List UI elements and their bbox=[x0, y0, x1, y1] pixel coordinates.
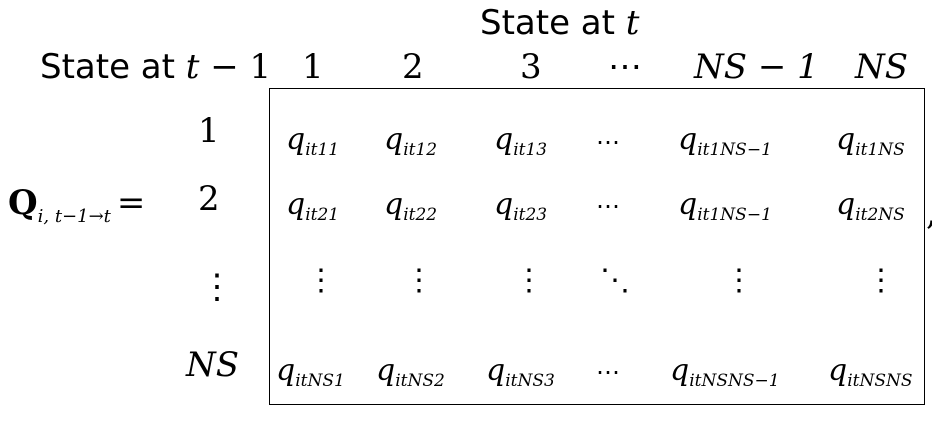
matrix-cell: qitNS2 bbox=[376, 353, 445, 391]
matrix-cell: qit2NS bbox=[836, 187, 905, 225]
matrix-cell: qit12 bbox=[384, 122, 438, 160]
column-header-title: State at t bbox=[480, 6, 639, 40]
matrix-cell: qit23 bbox=[494, 187, 548, 225]
row-label-2: 2 bbox=[198, 179, 220, 219]
matrix-cell: qitNSNS−1 bbox=[670, 353, 780, 391]
matrix-cell: qitNS1 bbox=[276, 353, 345, 391]
matrix-cell: qitNS3 bbox=[486, 353, 555, 391]
col-label-ns: NS bbox=[855, 47, 909, 87]
matrix-cell: qit1NS−1 bbox=[678, 187, 772, 225]
matrix-cell-hdots: ⋯ bbox=[596, 128, 622, 156]
row-header-title: State at t − 1 bbox=[40, 50, 271, 84]
col-label-ellipsis: ⋯ bbox=[608, 47, 642, 87]
col-label-3: 3 bbox=[520, 47, 542, 87]
trailing-comma: , bbox=[926, 196, 932, 230]
matrix-cell: qit21 bbox=[286, 187, 340, 225]
matrix-cell-vdots: ⋮ bbox=[866, 263, 896, 298]
matrix-symbol: Q bbox=[8, 183, 38, 223]
matrix-lhs: Qi, t−1→t = bbox=[8, 186, 145, 226]
matrix-cell-vdots: ⋮ bbox=[404, 263, 434, 298]
row-header-var: t bbox=[185, 47, 200, 87]
matrix-cell-hdots: ⋯ bbox=[596, 192, 622, 220]
row-label-vdots: ⋮ bbox=[200, 267, 234, 307]
row-label-1: 1 bbox=[198, 111, 220, 151]
col-label-1: 1 bbox=[302, 47, 324, 87]
matrix-cell: qit22 bbox=[384, 187, 438, 225]
matrix-cell: qit13 bbox=[494, 122, 548, 160]
matrix-cell: qit11 bbox=[286, 122, 340, 160]
column-header-prefix: State at bbox=[480, 3, 626, 43]
transition-matrix-box bbox=[269, 88, 925, 405]
matrix-cell-ddots: ⋱ bbox=[600, 263, 630, 298]
matrix-cell: qit1NS−1 bbox=[678, 122, 772, 160]
row-header-suffix: − 1 bbox=[199, 47, 272, 87]
row-header-prefix: State at bbox=[40, 47, 186, 87]
matrix-cell: qit1NS bbox=[836, 122, 905, 160]
matrix-cell-vdots: ⋮ bbox=[306, 263, 336, 298]
equals-sign: = bbox=[116, 183, 146, 223]
column-header-var: t bbox=[625, 3, 640, 43]
col-label-ns-minus-1: NS − 1 bbox=[694, 47, 819, 87]
col-label-2: 2 bbox=[402, 47, 424, 87]
matrix-cell-hdots: ⋯ bbox=[596, 358, 622, 386]
row-label-ns: NS bbox=[186, 345, 240, 385]
matrix-cell: qitNSNS bbox=[828, 353, 913, 391]
matrix-cell-vdots: ⋮ bbox=[724, 263, 754, 298]
matrix-cell-vdots: ⋮ bbox=[514, 263, 544, 298]
matrix-symbol-subscript: i, t−1→t bbox=[37, 206, 111, 227]
